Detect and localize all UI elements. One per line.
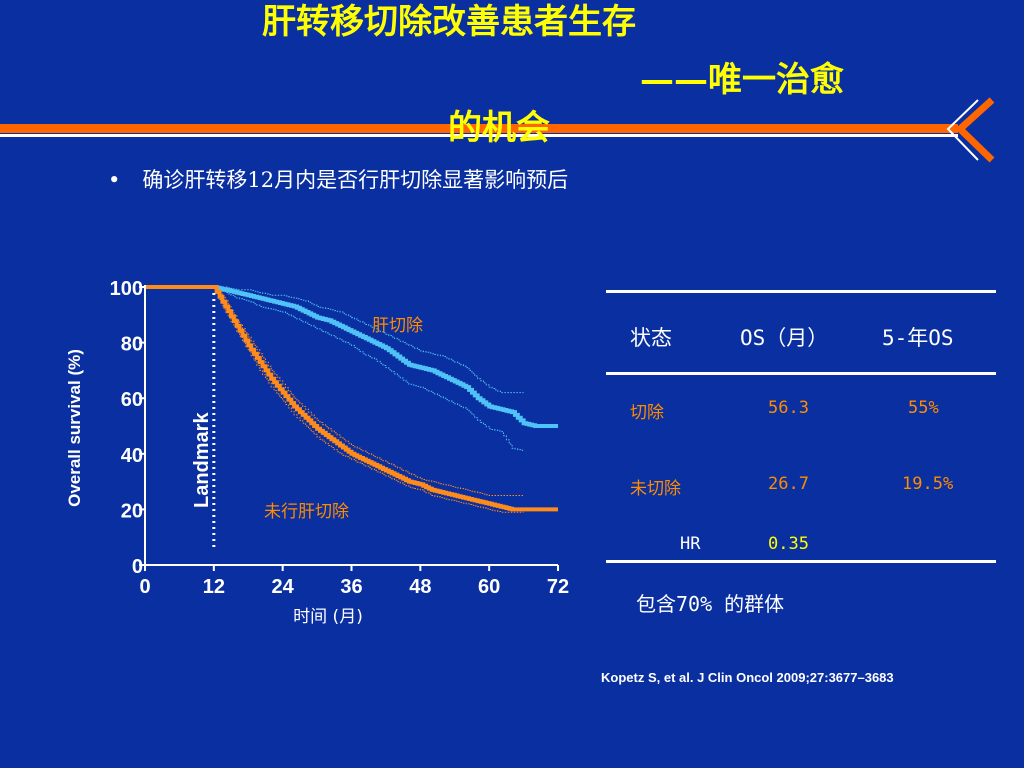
x-axis-label: 时间 (月) [293,607,363,627]
row-unresected-5yr: 19.5% [902,474,954,494]
y-axis-label: Overall survival (%) [65,349,84,507]
y-tick-label-5: 100 [110,278,143,300]
slide-title-line1: 肝转移切除改善患者生存 [262,2,636,42]
row-resected-5yr: 55% [908,398,939,418]
slide-title-line3: 的机会 [448,108,550,148]
x-tick-label-2: 24 [272,576,295,598]
table-top-rule [606,290,996,293]
table-header-status: 状态 [630,326,672,350]
landmark-label: Landmark [191,412,213,508]
confidence-intervals [145,286,525,513]
bullet-dot-icon: • [108,168,121,192]
slide-title-line2: ——唯一治愈 [640,60,844,100]
ci-upper-1 [145,286,524,496]
bullet-text: 确诊肝转移12月内是否行肝切除显著影响预后 [142,168,569,192]
row-unresected-label: 未切除 [630,479,681,499]
y-tick-label-1: 20 [121,500,143,522]
ci-upper-0 [145,286,524,394]
chart-labels: Landmark Overall survival (%) 时间 (月) 肝切除未行肝… [65,316,423,627]
chart-axes: 0 12 24 36 48 60 72 0 20 40 60 80 100 [110,278,570,598]
series-line-0 [145,285,558,428]
survival-curves [145,285,558,512]
row-unresected-os: 26.7 [768,474,809,494]
stats-table: 状态 OS（月） 5-年OS 切除 56.3 55% 未切除 26.7 19.5… [606,290,996,570]
citation: Kopetz S, et al. J Clin Oncol 2009;27:36… [601,670,894,685]
x-tick-label-5: 60 [478,576,500,598]
table-header-5yr: 5-年OS [882,326,954,350]
y-tick-label-4: 80 [121,334,143,356]
x-tick-label-4: 48 [409,576,431,598]
table-header-os: OS（月） [740,326,829,350]
table-header-rule [606,372,996,375]
row-resected-os: 56.3 [768,398,809,418]
y-tick-label-0: 0 [132,556,143,578]
x-tick-label-1: 12 [203,576,225,598]
series-label-resected: 肝切除 [372,316,423,336]
x-tick-label-0: 0 [139,576,150,598]
hr-label: HR [680,534,701,554]
title-accent-bar [0,97,995,163]
y-tick-label-3: 60 [121,389,143,411]
population-note: 包含70% 的群体 [636,592,785,616]
bullet-point: • 确诊肝转移12月内是否行肝切除显著影响预后 [108,164,568,194]
table-bottom-rule [606,560,996,563]
ci-lower-0 [145,286,525,451]
series-line-1 [145,285,558,512]
hr-value: 0.35 [768,534,809,554]
x-tick-label-3: 36 [340,576,362,598]
row-resected-label: 切除 [630,403,664,423]
y-tick-label-2: 40 [121,445,143,467]
series-label-unresected: 未行肝切除 [264,502,349,522]
x-tick-label-6: 72 [547,576,569,598]
